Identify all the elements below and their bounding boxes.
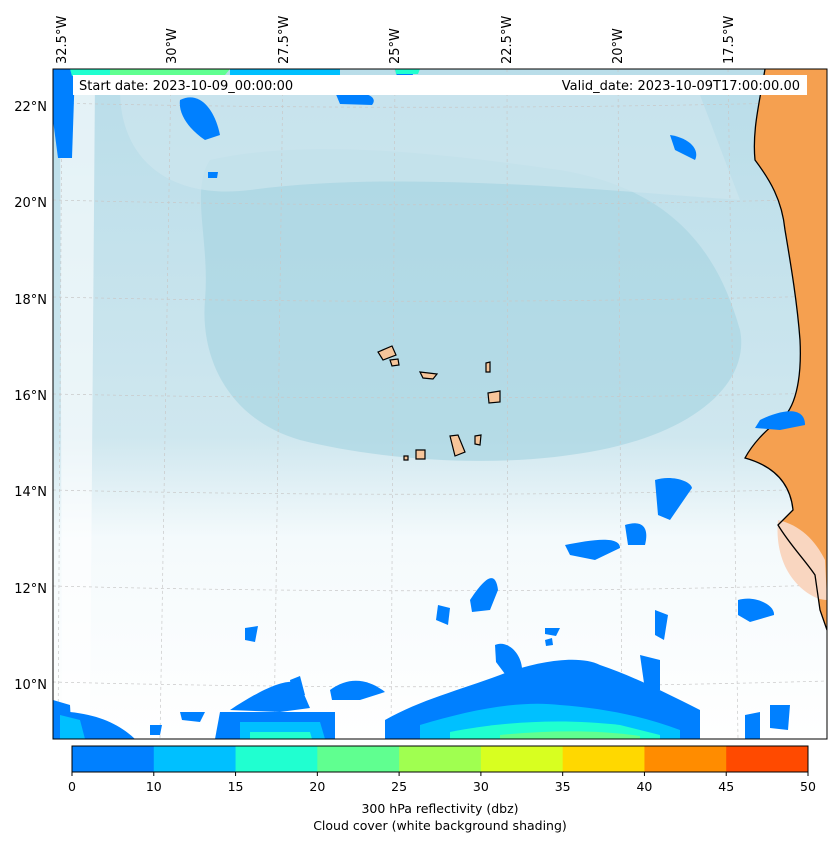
- start-date-label: Start date: 2023-10-09_00:00:00: [79, 79, 293, 94]
- lon-label: 17.5°W: [722, 16, 737, 64]
- longitude-labels: 32.5°W 30°W 27.5°W 25°W 22.5°W 20°W 17.5…: [55, 16, 737, 64]
- lon-label: 30°W: [165, 28, 180, 64]
- colorbar-tick-label: 15: [228, 779, 244, 794]
- colorbar-tick-label: 35: [555, 779, 571, 794]
- lat-label: 16°N: [14, 389, 47, 404]
- colorbar-swatch: [153, 746, 237, 772]
- colorbar-tick-label: 40: [636, 779, 652, 794]
- colorbar-swatch: [399, 746, 482, 772]
- lon-label: 27.5°W: [277, 16, 292, 64]
- lat-label: 10°N: [14, 678, 47, 693]
- colorbar: 0 10 15 20 25 30 35 40 45 50 300 hPa reflectivity…: [68, 745, 816, 833]
- cloud-upper: [120, 83, 740, 200]
- lat-label: 14°N: [14, 485, 47, 500]
- cloud-core: [200, 149, 742, 461]
- lat-label: 22°N: [14, 100, 47, 115]
- colorbar-tick-label: 0: [68, 779, 76, 794]
- colorbar-tick-label: 50: [800, 779, 816, 794]
- lon-label: 25°W: [388, 28, 403, 64]
- colorbar-swatch: [235, 746, 318, 772]
- lat-label: 18°N: [14, 293, 47, 308]
- reflectivity-shading-high: [60, 69, 680, 739]
- lon-label: 22.5°W: [500, 16, 515, 64]
- colorbar-swatch: [726, 746, 809, 772]
- latitude-labels: 22°N 20°N 18°N 16°N 14°N 12°N 10°N: [14, 100, 47, 693]
- colorbar-tick-label: 45: [718, 779, 734, 794]
- colorbar-frame: [71, 745, 809, 773]
- cape-verde-islands: [377, 345, 501, 461]
- colorbar-tick-label: 30: [473, 779, 489, 794]
- colorbar-label-reflectivity: 300 hPa reflectivity (dbz): [361, 801, 518, 816]
- lon-label: 32.5°W: [55, 16, 70, 64]
- colorbar-swatch: [562, 746, 645, 772]
- colorbar-tick-label: 25: [391, 779, 407, 794]
- date-header-box: [73, 75, 807, 95]
- colorbar-swatch: [317, 746, 400, 772]
- colorbar-swatch: [480, 746, 564, 772]
- colorbar-swatch: [644, 746, 727, 772]
- senegal-gambia-coast: [777, 520, 827, 600]
- valid-date-label: Valid_date: 2023-10-09T17:00:00.00: [562, 79, 800, 94]
- clear-band: [60, 80, 95, 720]
- colorbar-tick-label: 20: [309, 779, 325, 794]
- africa-landmass: [745, 69, 827, 630]
- gridlines: [53, 69, 827, 739]
- colorbar-swatch: [72, 746, 155, 772]
- colorbar-tick-label: 10: [146, 779, 162, 794]
- lat-label: 12°N: [14, 582, 47, 597]
- coastline: [744, 69, 827, 631]
- lon-label: 20°W: [611, 28, 626, 64]
- colorbar-label-cloud: Cloud cover (white background shading): [313, 818, 567, 833]
- map-area: [53, 69, 827, 739]
- lat-label: 20°N: [14, 196, 47, 211]
- map-frame: [52, 68, 828, 740]
